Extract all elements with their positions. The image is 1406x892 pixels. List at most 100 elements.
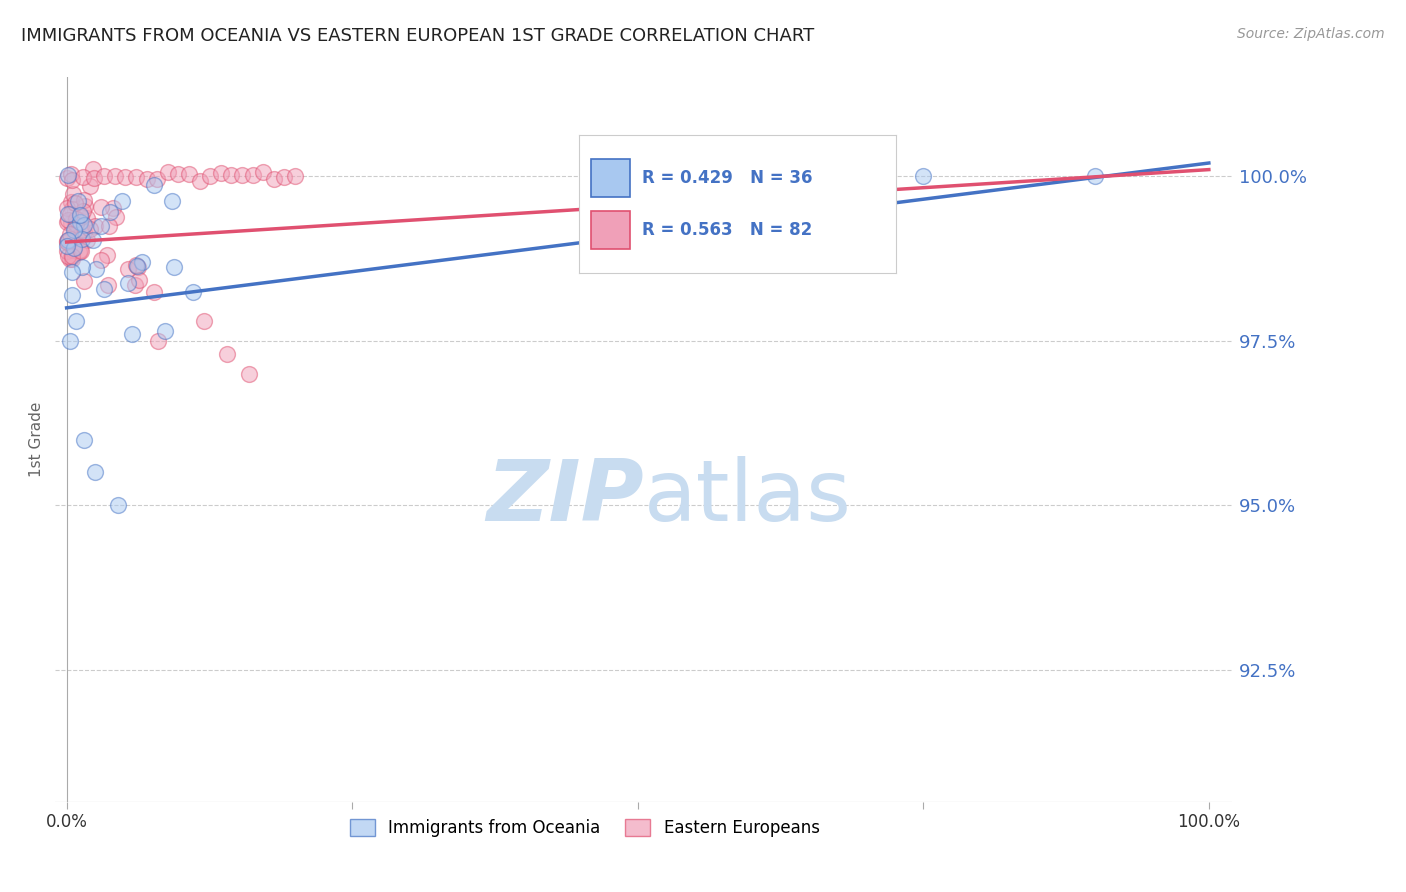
Point <box>69 214 91 228</box>
Point <box>98 205 121 219</box>
Point <box>163 260 186 274</box>
Point <box>56 213 79 227</box>
Point <box>121 327 143 342</box>
Point <box>238 367 260 381</box>
Point <box>65 314 87 328</box>
Y-axis label: 1st Grade: 1st Grade <box>30 401 44 477</box>
Text: ZIP: ZIP <box>486 456 644 539</box>
Point <box>72 232 94 246</box>
Point <box>60 249 83 263</box>
Point <box>63 227 86 242</box>
Point <box>66 194 89 209</box>
Point <box>73 225 96 239</box>
Point <box>62 244 84 258</box>
Point <box>82 161 104 176</box>
Point <box>117 277 139 291</box>
Point <box>160 194 183 208</box>
Point <box>215 347 238 361</box>
Point <box>855 169 877 184</box>
Point <box>72 170 94 185</box>
Point <box>797 169 820 184</box>
Point <box>131 255 153 269</box>
Point <box>90 219 112 233</box>
Point <box>73 218 96 232</box>
Point <box>142 178 165 193</box>
Point <box>70 223 93 237</box>
Point <box>188 173 211 187</box>
Point <box>90 252 112 267</box>
Point <box>76 211 98 226</box>
Point <box>146 172 169 186</box>
Point <box>76 233 98 247</box>
Point <box>62 252 84 266</box>
Point <box>59 252 82 266</box>
Point <box>101 202 124 216</box>
Point <box>125 259 148 273</box>
Point <box>56 171 79 186</box>
Point <box>104 169 127 184</box>
Text: atlas: atlas <box>644 456 852 539</box>
Point <box>56 239 79 253</box>
Point <box>84 466 107 480</box>
Point <box>107 499 129 513</box>
Point <box>69 208 91 222</box>
Text: Source: ZipAtlas.com: Source: ZipAtlas.com <box>1237 27 1385 41</box>
Point <box>167 167 190 181</box>
Point <box>156 165 179 179</box>
Point <box>209 166 232 180</box>
Point <box>912 169 935 184</box>
Point <box>127 260 149 274</box>
Point <box>56 248 79 262</box>
Point <box>231 168 253 182</box>
Point <box>124 277 146 292</box>
Point <box>96 248 118 262</box>
Point <box>110 194 132 208</box>
Point <box>242 169 264 183</box>
Point <box>60 195 83 210</box>
Point <box>181 285 204 300</box>
Point <box>70 244 93 258</box>
Point <box>69 244 91 259</box>
Point <box>72 260 94 274</box>
Point <box>60 287 83 301</box>
Point <box>98 219 121 233</box>
Point <box>252 165 274 179</box>
Point <box>1084 169 1107 184</box>
Point <box>198 169 221 183</box>
Point <box>104 210 127 224</box>
Point <box>97 278 120 293</box>
Point <box>128 273 150 287</box>
Point <box>60 202 83 216</box>
Point <box>60 172 83 186</box>
Point <box>59 227 82 241</box>
Point <box>124 258 146 272</box>
Point <box>60 265 83 279</box>
Point <box>143 285 166 299</box>
Point <box>59 334 82 348</box>
Point <box>79 221 101 235</box>
Point <box>63 241 86 255</box>
Point <box>62 186 84 201</box>
Point <box>284 169 307 183</box>
Point <box>56 244 79 259</box>
Point <box>55 215 77 229</box>
Point <box>62 223 84 237</box>
Point <box>221 168 243 182</box>
Point <box>73 433 96 447</box>
Point <box>55 235 77 249</box>
Point <box>73 193 96 207</box>
Point <box>75 198 97 212</box>
Point <box>90 200 112 214</box>
Point <box>59 207 82 221</box>
Point <box>60 167 83 181</box>
Point <box>117 261 139 276</box>
Point <box>69 244 91 258</box>
Point <box>153 324 176 338</box>
Point <box>59 232 82 246</box>
Point <box>273 170 295 185</box>
Point <box>56 233 79 247</box>
Legend: Immigrants from Oceania, Eastern Europeans: Immigrants from Oceania, Eastern Europea… <box>343 813 827 844</box>
Point <box>263 172 285 186</box>
Point <box>84 262 107 277</box>
Point <box>135 171 157 186</box>
